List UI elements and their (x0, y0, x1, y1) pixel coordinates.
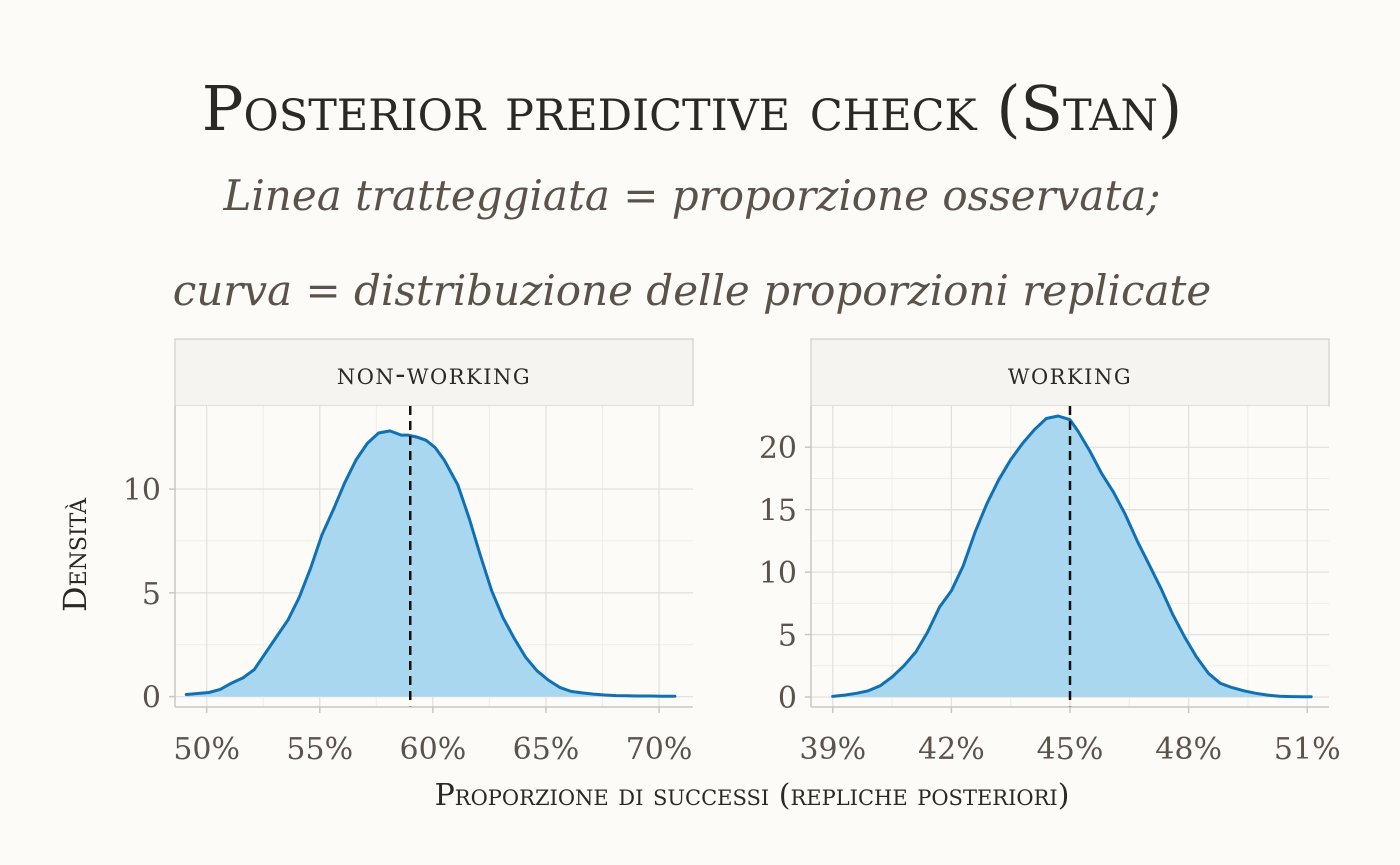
y-tick-label: 10 (123, 473, 161, 508)
y-tick-label: 10 (759, 556, 797, 591)
density-area-working (832, 416, 1312, 697)
x-tick-label: 42% (918, 732, 985, 767)
y-tick-label: 15 (759, 494, 797, 529)
density-area-non-working (186, 430, 675, 697)
chart-subtitle-line-2: curva = distribuzione delle proporzioni … (173, 266, 1212, 315)
strip-label-working: working (1008, 357, 1132, 392)
y-tick-label: 5 (142, 577, 161, 612)
x-tick-label: 50% (173, 732, 240, 767)
chart-title: Posterior predictive check (Stan) (202, 72, 1182, 145)
panel-non-working: non-working 50% 55% 60% 65% 70% 0 5 10 (123, 338, 694, 767)
x-tick-label: 48% (1155, 732, 1222, 767)
x-tick-label: 51% (1274, 732, 1341, 767)
x-tick-label: 70% (626, 732, 693, 767)
chart-subtitle-line-1: Linea tratteggiata = proporzione osserva… (222, 171, 1160, 220)
density-line-working (831, 414, 1313, 699)
y-tick-label: 5 (778, 619, 797, 654)
y-axis-title: Densità (56, 497, 94, 612)
x-tick-label: 60% (400, 732, 467, 767)
x-tick-label: 45% (1037, 732, 1104, 767)
strip-label-non-working: non-working (337, 357, 531, 392)
x-tick-label: 39% (799, 732, 866, 767)
y-tick-label: 0 (778, 681, 797, 716)
y-tick-label: 20 (759, 431, 797, 466)
panel-working: working 39% 42% 45% 48% 51% 0 5 10 15 20 (759, 338, 1341, 767)
x-tick-label: 65% (513, 732, 580, 767)
density-line-non-working (184, 429, 677, 698)
x-tick-label: 55% (286, 732, 353, 767)
facet-panels: non-working 50% 55% 60% 65% 70% 0 5 10 working 39%… (123, 338, 1341, 767)
strip-working (810, 338, 1330, 407)
y-tick-label: 0 (142, 681, 161, 716)
strip-non-working (174, 338, 694, 407)
x-axis-title: Proporzione di successi (repliche poster… (435, 778, 1070, 813)
